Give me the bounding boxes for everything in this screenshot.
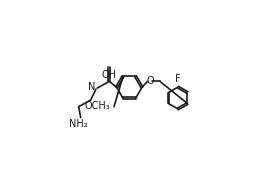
Text: OCH₃: OCH₃ xyxy=(85,101,111,111)
Text: OH: OH xyxy=(102,70,117,80)
Text: F: F xyxy=(175,74,181,84)
Text: NH₂: NH₂ xyxy=(69,119,87,129)
Text: O: O xyxy=(146,76,154,86)
Text: N: N xyxy=(88,82,96,92)
